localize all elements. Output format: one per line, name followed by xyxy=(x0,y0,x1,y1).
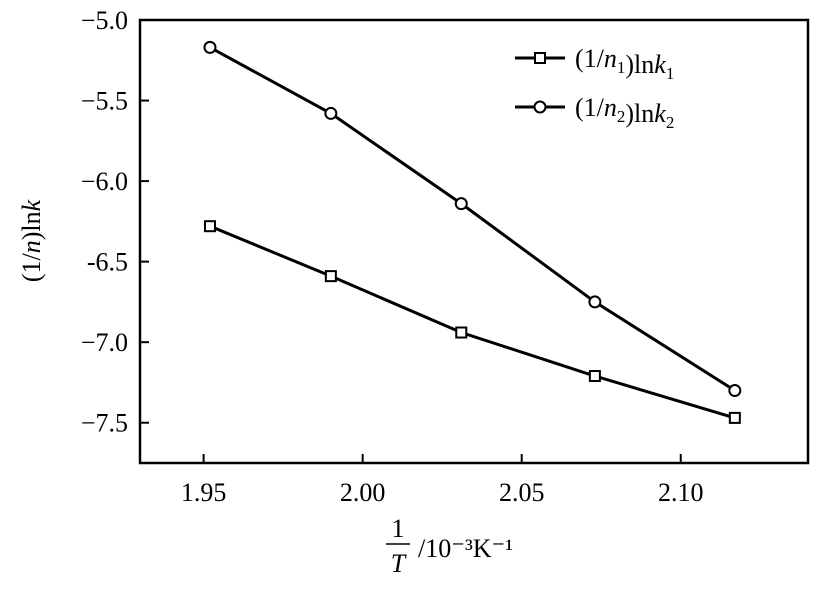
y-axis-label: (1/n)lnk xyxy=(17,199,46,282)
y-tick-label: −7.0 xyxy=(81,328,128,357)
data-point-series-2 xyxy=(203,40,217,54)
x-tick-label: 2.10 xyxy=(658,478,704,507)
data-point-series-2 xyxy=(324,106,338,120)
data-point-series-2 xyxy=(454,197,468,211)
data-point-series-1 xyxy=(728,411,741,424)
x-tick-label: 2.00 xyxy=(340,478,386,507)
plot-frame xyxy=(138,18,810,465)
x-tick-label: 1.95 xyxy=(181,478,227,507)
y-tick-label: −7.5 xyxy=(81,409,128,438)
data-point-series-2 xyxy=(588,295,602,309)
legend-label-2: (1/n2)lnk2 xyxy=(575,93,674,132)
series-group xyxy=(203,40,742,424)
x-tick-label: 2.05 xyxy=(499,478,545,507)
y-tick-label: -6.5 xyxy=(87,248,128,277)
y-tick-label: −5.5 xyxy=(81,87,128,116)
x-axis-label-denominator: T xyxy=(391,549,407,578)
legend-marker-2 xyxy=(533,100,547,114)
y-tick-label: −5.0 xyxy=(81,6,128,35)
legend-label-1: (1/n1)lnk1 xyxy=(575,44,674,83)
data-point-series-1 xyxy=(455,326,468,339)
x-axis: 1.95 2.00 2.05 2.10 xyxy=(181,454,704,507)
x-axis-label-unit: /10⁻³K⁻¹ xyxy=(418,534,513,563)
series-line-1 xyxy=(209,224,736,420)
legend: (1/n1)lnk1 (1/n2)lnk2 xyxy=(515,44,674,132)
data-point-series-2 xyxy=(728,384,742,398)
y-tick-label: −6.0 xyxy=(81,167,128,196)
data-point-series-1 xyxy=(324,270,337,283)
data-point-series-1 xyxy=(203,220,216,233)
y-axis: −5.0 −5.5 −6.0 -6.5 −7.0 −7.5 xyxy=(81,6,149,438)
legend-marker-1 xyxy=(534,52,546,64)
data-point-series-1 xyxy=(588,370,601,383)
x-axis-label-numerator: 1 xyxy=(392,514,405,543)
x-axis-label: 1 T /10⁻³K⁻¹ xyxy=(386,514,513,578)
